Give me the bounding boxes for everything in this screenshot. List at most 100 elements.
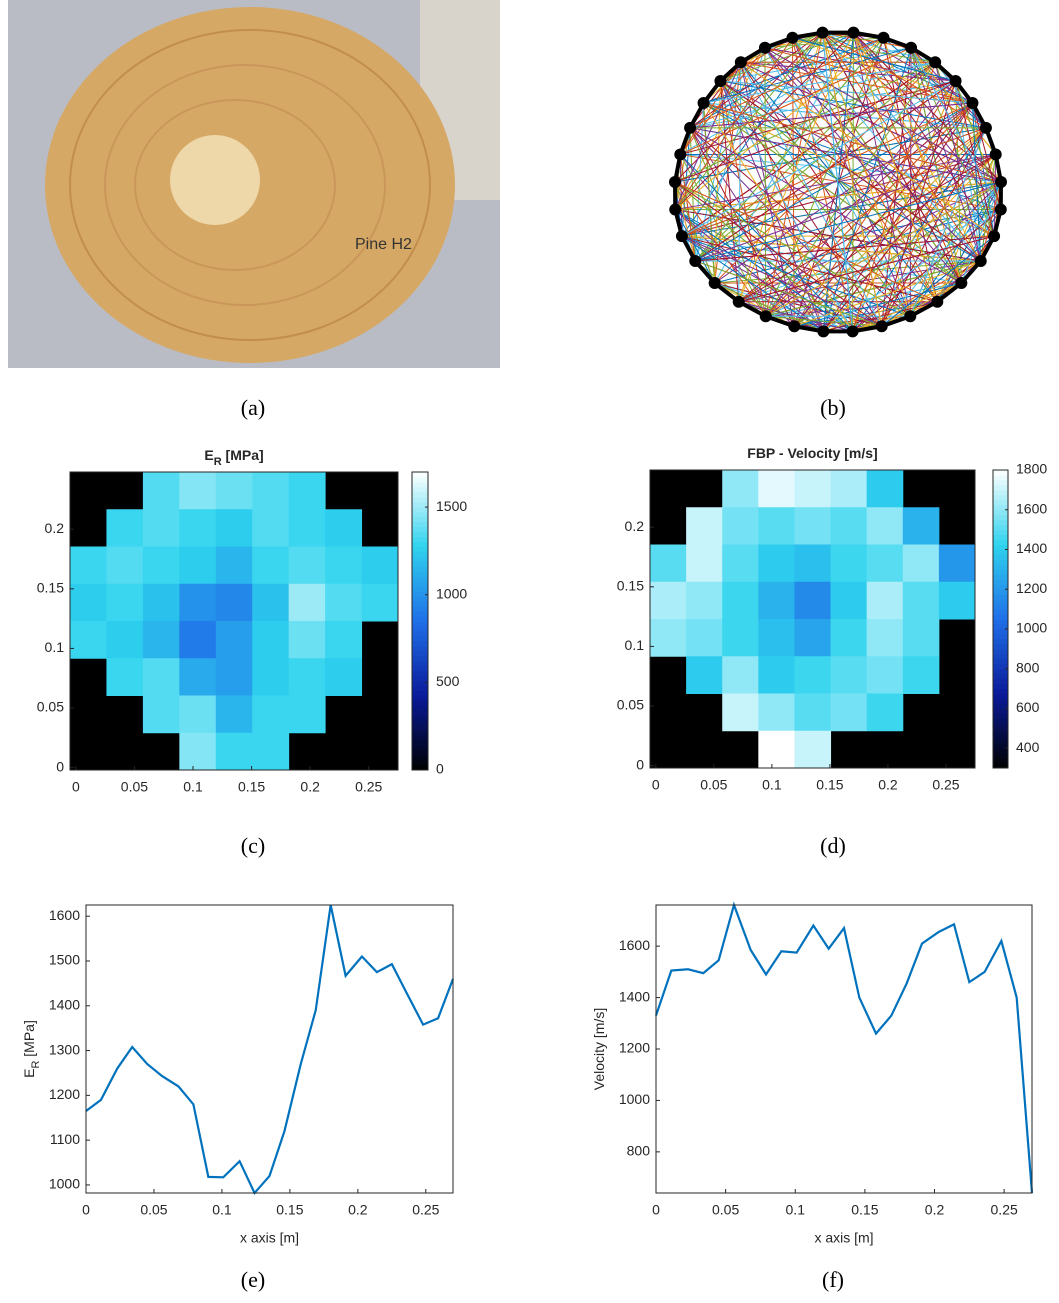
line: [654, 901, 1034, 1194]
colorbar-segment: [412, 476, 428, 483]
ray: [681, 235, 911, 317]
plot-background: [656, 905, 1032, 1193]
colorbar-segment: [993, 539, 1008, 545]
y-tick-label: 1200: [49, 1086, 80, 1102]
ray: [909, 47, 912, 317]
cell: [794, 693, 832, 732]
ray: [675, 153, 996, 211]
ray: [714, 102, 973, 284]
cell: [288, 472, 326, 510]
colorbar-segment: [412, 650, 428, 657]
colorbar-segment: [412, 486, 428, 493]
colorbar-segment: [412, 645, 428, 652]
colorbar-segment: [412, 481, 428, 488]
colorbar-segment: [993, 718, 1008, 724]
colorbar-segment: [412, 730, 428, 736]
colorbar-segment: [412, 725, 428, 731]
x-tick-label: 0.15: [238, 779, 265, 795]
sensor: [846, 325, 859, 338]
cell: [179, 509, 217, 547]
cell: [288, 695, 326, 734]
colorbar-segment: [993, 569, 1008, 575]
cell: [179, 695, 217, 734]
colorbar-segment: [993, 678, 1008, 685]
ray: [740, 62, 911, 317]
axes-frame: [85, 904, 454, 1194]
cell: [288, 509, 326, 547]
colorbar-segment: [412, 715, 428, 721]
cell: [215, 621, 253, 659]
ray: [764, 47, 973, 104]
colorbar-segment: [412, 755, 428, 761]
colorbar-segment: [993, 484, 1008, 491]
colorbar-segment: [412, 695, 428, 701]
colorbar-segment: [993, 748, 1008, 754]
ray: [764, 47, 767, 317]
cell: [179, 546, 217, 585]
ray: [674, 32, 823, 210]
colorbar-tick-label: 0: [436, 761, 444, 777]
ray: [852, 301, 938, 332]
cell: [758, 507, 795, 545]
cell: [794, 581, 832, 620]
cell: [142, 472, 180, 510]
ray: [792, 37, 982, 262]
ray: [883, 37, 962, 284]
cell: [179, 583, 217, 622]
caption: (e): [241, 1267, 265, 1292]
ray: [910, 47, 1002, 210]
ray: [681, 80, 956, 237]
colorbar-segment: [993, 743, 1008, 749]
cell: [722, 507, 759, 545]
cell: [179, 658, 217, 696]
ray: [822, 32, 854, 332]
colorbar-segment: [993, 713, 1008, 719]
colorbar-segment: [412, 670, 428, 677]
colorbar-segment: [993, 499, 1008, 506]
colorbar-segment: [412, 740, 428, 746]
ray: [822, 47, 912, 332]
cell: [215, 695, 253, 734]
colorbar-segment: [993, 579, 1008, 585]
cell: [830, 544, 868, 583]
colorbar-frame: [411, 471, 429, 771]
ray: [679, 154, 696, 262]
sensor: [994, 203, 1007, 216]
y-tick-label: 1000: [49, 1176, 80, 1192]
ray: [852, 209, 1002, 332]
ray: [674, 181, 911, 317]
label-part: Velocity [m/s]: [591, 1008, 607, 1090]
sensor: [929, 56, 942, 69]
ray: [689, 127, 962, 284]
ray: [792, 37, 936, 63]
ray: [720, 80, 911, 317]
sensor: [905, 41, 918, 54]
cell: [106, 546, 144, 585]
ray: [823, 209, 1002, 332]
cell: [866, 656, 904, 694]
x-tick-label: 0: [72, 779, 80, 795]
colorbar-segment: [412, 640, 428, 647]
cell: [142, 658, 180, 696]
cell: [686, 507, 723, 545]
caption: (f): [822, 1267, 844, 1292]
y-tick-label: 0.15: [37, 580, 64, 596]
cell: [866, 470, 904, 508]
axes-frame: [69, 471, 399, 771]
x-tick-label: 0.2: [878, 777, 898, 793]
colorbar-segment: [412, 556, 428, 562]
cell: [325, 583, 363, 622]
cell: [794, 470, 832, 508]
x-tick-label: 0.15: [276, 1202, 303, 1218]
colorbar-segment: [993, 534, 1008, 541]
y-tick-label: 0: [636, 756, 644, 772]
colorbar-segment: [993, 628, 1008, 635]
x-tick-label: 0.1: [183, 779, 203, 795]
colorbar-segment: [993, 584, 1008, 590]
colorbar-segment: [412, 630, 428, 637]
ray: [719, 80, 854, 332]
cell: [722, 544, 759, 583]
plot-background: [86, 905, 453, 1193]
cell: [686, 544, 723, 583]
ray: [720, 32, 854, 82]
